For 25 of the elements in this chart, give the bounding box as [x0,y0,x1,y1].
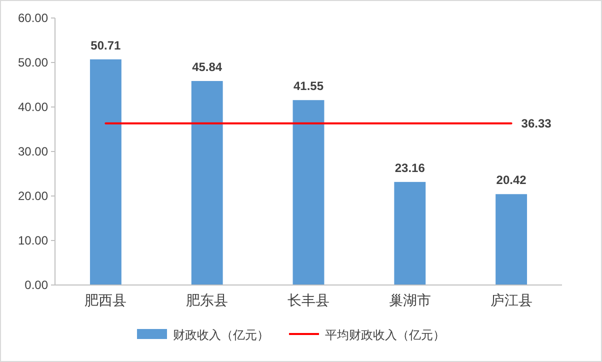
bar [394,182,426,285]
x-tick-label: 庐江县 [490,292,532,308]
bar [90,59,122,285]
legend-label: 平均财政收入（亿元） [325,328,445,342]
y-tick-label: 60.00 [18,11,48,25]
y-tick-label: 40.00 [18,100,48,114]
data-label: 50.71 [90,38,122,52]
y-tick-label: 30.00 [18,144,48,158]
bar [191,81,223,285]
data-label: 41.55 [293,79,324,94]
bar [292,100,324,285]
x-tick-label: 肥东县 [186,292,228,308]
data-label: 45.84 [192,60,222,74]
bar [496,194,528,285]
y-tick-label: 0.00 [24,278,48,292]
data-label: 23.16 [394,160,426,175]
data-label: 20.42 [496,173,527,188]
y-tick-label: 20.00 [18,189,48,203]
x-tick-label: 长丰县 [288,292,330,308]
y-tick-label: 50.00 [18,56,48,70]
x-tick-label: 巢湖市 [388,292,431,308]
legend-label: 财政收入（亿元） [173,328,269,342]
y-tick-label: 10.00 [18,234,48,248]
data-label: 36.33 [521,116,552,130]
x-tick-label: 肥西县 [84,292,127,308]
